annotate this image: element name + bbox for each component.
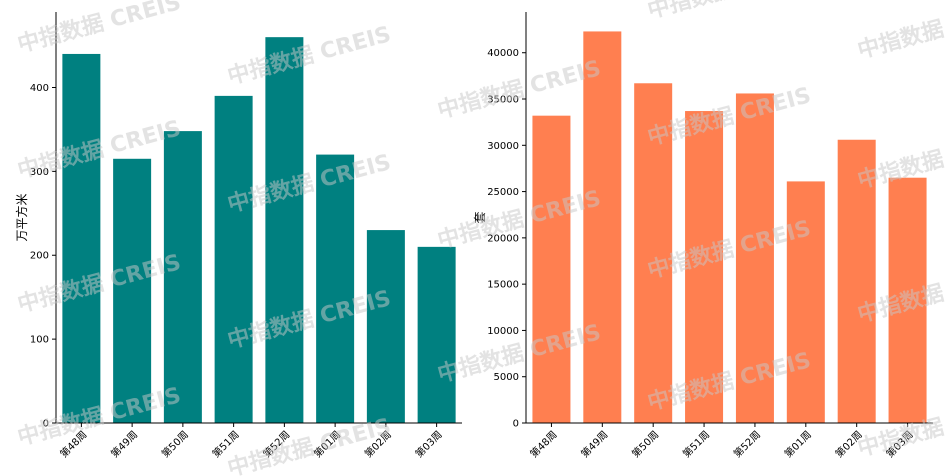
- y-tick-label: 10000: [487, 326, 519, 337]
- x-tick-label: 第49周: [578, 428, 610, 460]
- bar-第03周: [888, 177, 927, 423]
- bar-第51周: [214, 95, 253, 423]
- x-tick-label: 第03周: [412, 428, 444, 460]
- y-axis-title: 万平方米: [14, 193, 29, 241]
- bar-第01周: [316, 154, 355, 423]
- x-tick-label: 第50周: [629, 428, 661, 460]
- watermark-text: 中指数据 CREIS: [855, 0, 948, 64]
- bar-第48周: [532, 115, 571, 424]
- y-tick-label: 200: [30, 251, 49, 262]
- bar-第51周: [685, 111, 724, 423]
- watermark-text: 中指数据 CREIS: [435, 55, 604, 124]
- y-tick-label: 0: [513, 419, 519, 430]
- x-tick-label: 第48周: [527, 428, 559, 460]
- y-tick-label: 100: [30, 335, 49, 346]
- watermark-text: 中指数据 CREIS: [435, 319, 604, 388]
- y-tick-label: 35000: [487, 95, 519, 106]
- bar-第02周: [837, 139, 876, 424]
- bar-第02周: [366, 230, 405, 423]
- y-tick-label: 15000: [487, 280, 519, 291]
- watermark-text: 中指数据 CREIS: [645, 0, 814, 24]
- y-tick-label: 400: [30, 83, 49, 94]
- watermark-text: 中指数据 CREIS: [15, 0, 184, 58]
- bar-第48周: [62, 53, 101, 423]
- watermark-text: 中指数据 CREIS: [225, 21, 394, 90]
- bar-第52周: [735, 93, 774, 423]
- y-tick-label: 20000: [487, 233, 519, 244]
- y-axis-title: 套: [473, 211, 487, 223]
- x-tick-label: 第49周: [108, 428, 140, 460]
- bar-第01周: [786, 181, 825, 423]
- bar-第49周: [583, 31, 622, 424]
- y-tick-label: 25000: [487, 187, 519, 198]
- bar-第50周: [634, 83, 673, 423]
- bar-第03周: [417, 246, 456, 423]
- bar-第52周: [265, 37, 304, 423]
- y-tick-label: 300: [30, 167, 49, 178]
- y-tick-label: 30000: [487, 141, 519, 152]
- x-tick-label: 第52周: [731, 428, 763, 460]
- x-tick-label: 第01周: [782, 428, 814, 460]
- y-tick-label: 0: [43, 419, 49, 430]
- x-tick-label: 第51周: [680, 428, 712, 460]
- x-tick-label: 第50周: [159, 428, 191, 460]
- bar-第49周: [113, 158, 152, 424]
- watermark-text: 中指数据 CREIS: [435, 185, 604, 254]
- y-tick-label: 5000: [494, 372, 519, 383]
- bar-第50周: [163, 131, 202, 423]
- y-tick-label: 40000: [487, 48, 519, 59]
